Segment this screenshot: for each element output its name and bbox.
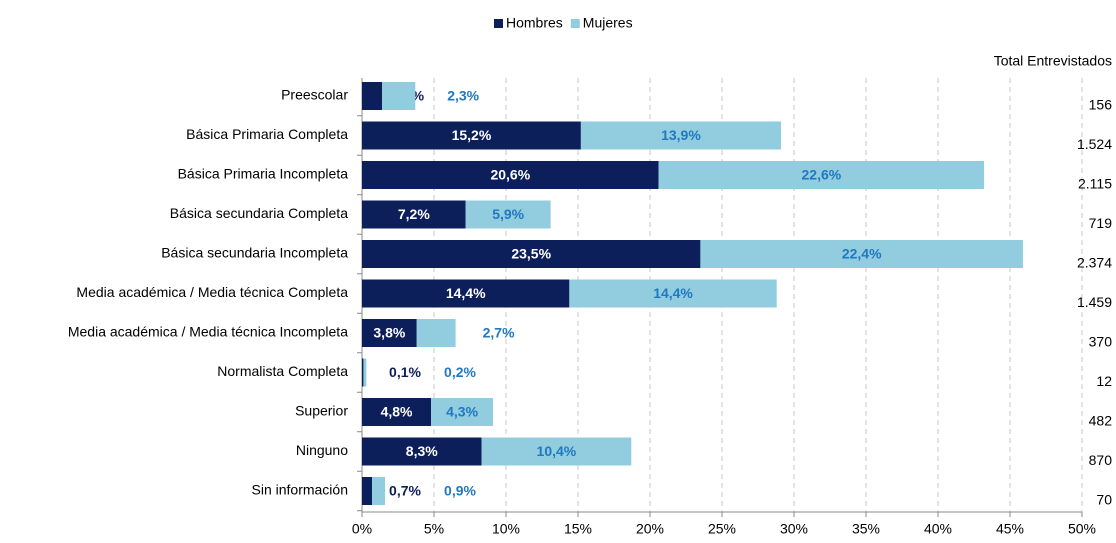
x-tick-label: 5%	[424, 521, 444, 537]
bar-segment	[362, 161, 659, 189]
bar-segment	[431, 398, 494, 426]
y-tick-label: Básica secundaria Completa	[170, 205, 348, 221]
y-tick-label: Básica Primaria Completa	[186, 126, 348, 142]
value-label: 15,2%	[452, 127, 492, 143]
bar-segment	[362, 398, 432, 426]
bar-segment	[382, 82, 416, 110]
value-label: 23,5%	[511, 246, 551, 262]
bar-segment	[362, 319, 417, 347]
bar-segment	[569, 279, 777, 308]
x-tick-label: 0%	[352, 521, 372, 537]
value-label: 3,8%	[373, 325, 405, 341]
y-tick-label: Normalista Completa	[217, 363, 348, 379]
x-tick-label: 15%	[564, 521, 592, 537]
value-label: 2,3%	[447, 88, 479, 104]
bar-segment	[658, 161, 985, 189]
total-label: 156	[1089, 97, 1113, 113]
bar-segment	[362, 358, 364, 387]
value-label: 4,3%	[446, 404, 478, 420]
value-label: 0,1%	[389, 364, 421, 380]
bar-segment	[362, 279, 570, 308]
value-label: 20,6%	[490, 167, 530, 183]
x-tick-label: 25%	[708, 521, 736, 537]
y-tick-label: Básica secundaria Incompleta	[161, 245, 348, 261]
value-label: 2,7%	[483, 325, 515, 341]
total-label: 719	[1089, 215, 1113, 231]
value-label: 0,2%	[444, 364, 476, 380]
value-label: 5,9%	[492, 206, 524, 222]
value-label: 0,9%	[444, 483, 476, 499]
value-label: 14,4%	[446, 285, 486, 301]
total-label: 870	[1089, 452, 1113, 468]
bar-segment	[363, 358, 367, 387]
value-label: 10,4%	[537, 443, 577, 459]
total-label: 2.115	[1078, 176, 1112, 192]
y-tick-label: Superior	[295, 403, 348, 419]
x-tick-label: 40%	[924, 521, 952, 537]
bar-segment	[362, 477, 373, 505]
bar-segment	[700, 240, 1023, 268]
y-tick-label: Básica Primaria Incompleta	[178, 166, 349, 182]
y-tick-label: Media académica / Media técnica Completa	[76, 284, 348, 300]
x-tick-label: 50%	[1068, 521, 1096, 537]
bar-segment	[580, 121, 782, 150]
bar-segment	[362, 437, 482, 466]
y-tick-label: Ninguno	[296, 442, 348, 458]
total-label: 1.524	[1077, 136, 1112, 152]
x-tick-label: 10%	[492, 521, 520, 537]
x-tick-label: 20%	[636, 521, 664, 537]
legend-swatch	[494, 19, 503, 28]
value-label: 0,7%	[389, 483, 421, 499]
totals-title: Total Entrevistados	[994, 53, 1112, 69]
bar-segment	[362, 82, 383, 110]
bar-segment	[362, 240, 701, 268]
total-label: 482	[1089, 413, 1113, 429]
total-label: 2.374	[1077, 255, 1112, 271]
value-label: 4,8%	[381, 404, 413, 420]
bar-segment	[362, 200, 466, 229]
bar-segment	[416, 319, 456, 347]
value-label: 22,6%	[802, 167, 842, 183]
value-label: 13,9%	[661, 127, 701, 143]
total-label: 70	[1096, 492, 1112, 508]
value-label: 14,4%	[653, 285, 693, 301]
bar-segment	[481, 437, 632, 466]
value-label: 22,4%	[842, 246, 882, 262]
legend-label: Mujeres	[583, 15, 633, 31]
value-label: 8,3%	[406, 443, 438, 459]
total-label: 1.459	[1077, 294, 1112, 310]
bar-segment	[372, 477, 386, 505]
legend-label: Hombres	[506, 15, 563, 31]
x-tick-label: 30%	[780, 521, 808, 537]
y-tick-label: Media académica / Media técnica Incomple…	[68, 324, 348, 340]
x-tick-label: 35%	[852, 521, 880, 537]
total-label: 370	[1089, 334, 1113, 350]
bar-segment	[362, 121, 581, 150]
x-tick-label: 45%	[996, 521, 1024, 537]
total-label: 12	[1096, 373, 1112, 389]
legend-swatch	[570, 19, 580, 28]
bar-segment	[465, 200, 551, 229]
value-label: 7,2%	[398, 206, 430, 222]
y-tick-label: Sin información	[252, 482, 349, 498]
y-tick-label: Preescolar	[281, 87, 348, 103]
